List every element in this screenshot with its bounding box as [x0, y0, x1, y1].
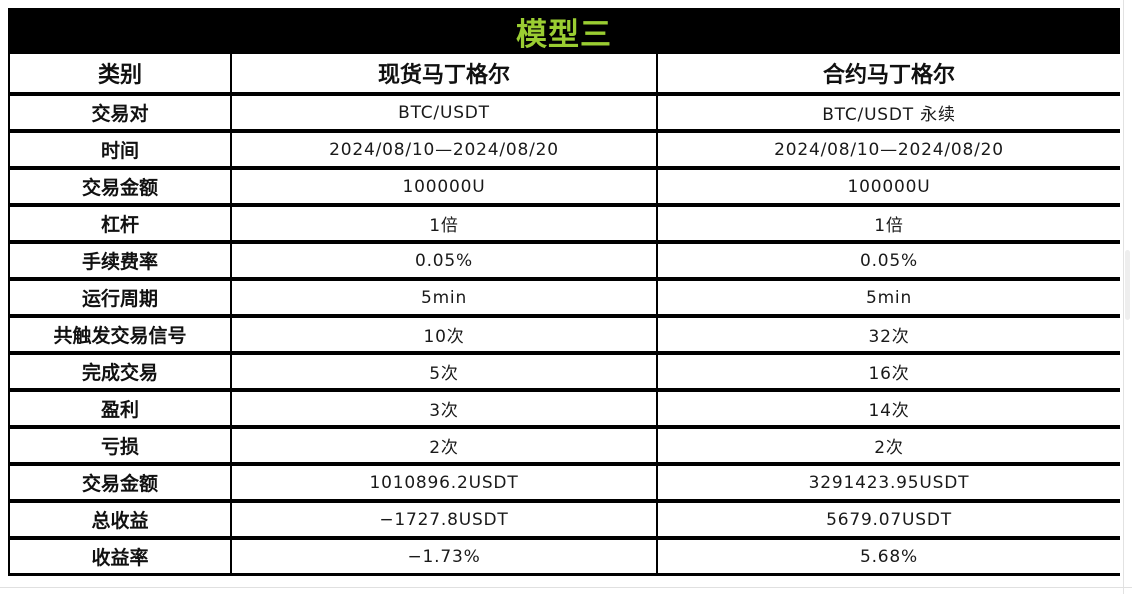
- row-label-cell: 运行周期: [10, 281, 230, 314]
- value-cell: 1010896.2USDT: [232, 466, 656, 499]
- row-label-cell: 共触发交易信号: [10, 318, 230, 351]
- value-cell: 2次: [658, 429, 1120, 462]
- scrollbar-thumb[interactable]: [1125, 250, 1130, 320]
- row-label-cell: 交易金额: [10, 466, 230, 499]
- value-cell: 100000U: [658, 170, 1120, 203]
- row-label-cell: 收益率: [10, 540, 230, 573]
- value-cell: 5min: [232, 281, 656, 314]
- row-label-cell: 盈利: [10, 392, 230, 425]
- row-label-cell: 完成交易: [10, 355, 230, 388]
- value-cell: 100000U: [232, 170, 656, 203]
- page-edge-line: [1123, 0, 1124, 594]
- row-label-cell: 交易对: [10, 96, 230, 129]
- value-cell: 14次: [658, 392, 1120, 425]
- header-cell: 现货马丁格尔: [232, 54, 656, 92]
- value-cell: 5min: [658, 281, 1120, 314]
- value-cell: 1倍: [232, 207, 656, 240]
- value-cell: BTC/USDT: [232, 96, 656, 129]
- header-cell: 合约马丁格尔: [658, 54, 1120, 92]
- value-cell: −1.73%: [232, 540, 656, 573]
- page-bottom-line: [0, 587, 1132, 588]
- value-cell: 0.05%: [232, 244, 656, 277]
- value-cell: 32次: [658, 318, 1120, 351]
- row-label-cell: 杠杆: [10, 207, 230, 240]
- table-title: 模型三: [516, 16, 612, 53]
- value-cell: 10次: [232, 318, 656, 351]
- row-label-cell: 手续费率: [10, 244, 230, 277]
- value-cell: 0.05%: [658, 244, 1120, 277]
- header-cell-category: 类别: [10, 54, 230, 92]
- value-cell: BTC/USDT 永续: [658, 96, 1120, 129]
- value-cell: 5.68%: [658, 540, 1120, 573]
- value-cell: 16次: [658, 355, 1120, 388]
- row-label-cell: 时间: [10, 133, 230, 166]
- value-cell: 5次: [232, 355, 656, 388]
- value-cell: 2024/08/10—2024/08/20: [232, 133, 656, 166]
- value-cell: 1倍: [658, 207, 1120, 240]
- row-label-cell: 总收益: [10, 503, 230, 536]
- value-cell: 3291423.95USDT: [658, 466, 1120, 499]
- value-cell: 2次: [232, 429, 656, 462]
- table-title-bar: 模型三: [8, 8, 1120, 54]
- value-cell: 5679.07USDT: [658, 503, 1120, 536]
- row-label-cell: 交易金额: [10, 170, 230, 203]
- table-grid: 类别 现货马丁格尔 合约马丁格尔 交易对 BTC/USDT BTC/USDT 永续 时间 20…: [8, 54, 1120, 576]
- value-cell: −1727.8USDT: [232, 503, 656, 536]
- model-comparison-table: 模型三 类别 现货马丁格尔 合约马丁格尔交易对 BTC/USDT BTC/USDT 永续…: [8, 8, 1120, 576]
- value-cell: 2024/08/10—2024/08/20: [658, 133, 1120, 166]
- value-cell: 3次: [232, 392, 656, 425]
- row-label-cell: 亏损: [10, 429, 230, 462]
